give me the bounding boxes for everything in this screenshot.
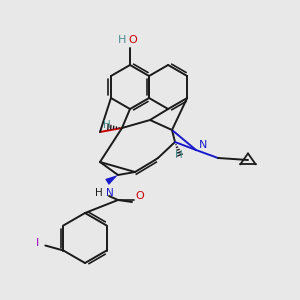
Text: H: H (118, 35, 126, 45)
Text: H: H (175, 150, 183, 160)
Text: O: O (136, 191, 144, 201)
Text: N: N (106, 188, 114, 198)
Text: H: H (103, 120, 111, 130)
Text: I: I (36, 238, 39, 248)
Text: H: H (95, 188, 103, 198)
Text: N: N (199, 140, 207, 150)
Polygon shape (105, 175, 118, 185)
Text: O: O (129, 35, 137, 45)
